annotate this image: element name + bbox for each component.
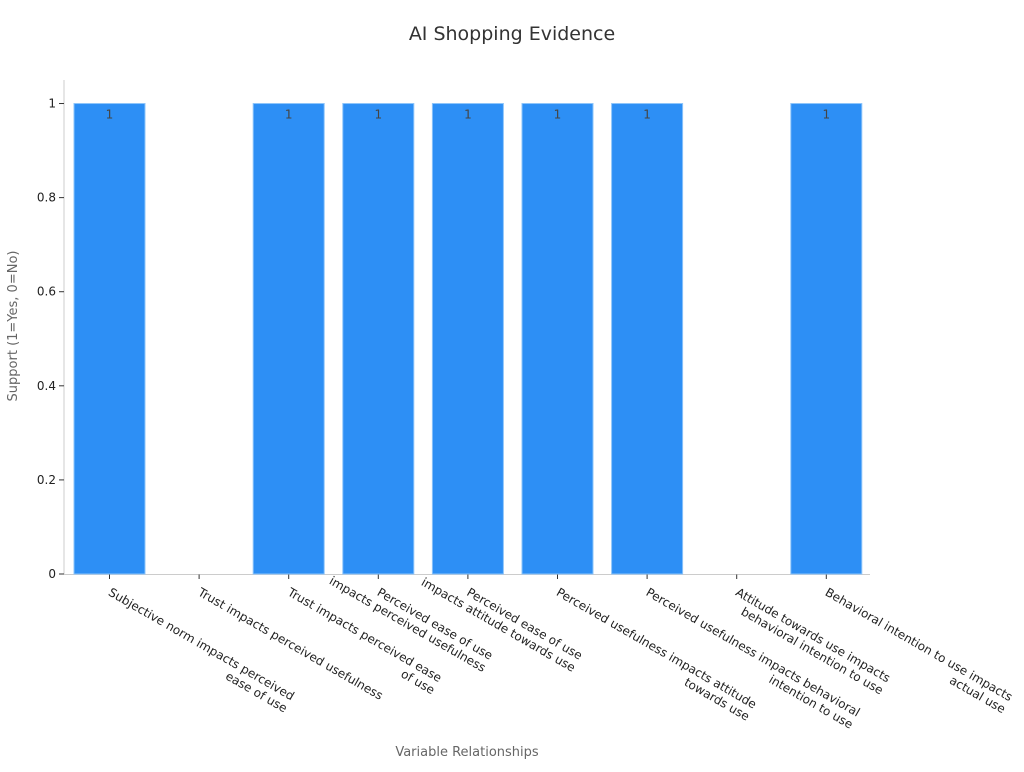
- bar-value-label: 1: [106, 108, 114, 122]
- chart-title: AI Shopping Evidence: [409, 23, 615, 45]
- bars: [73, 103, 863, 575]
- y-axis-label: Support (1=Yes, 0=No): [6, 251, 21, 402]
- y-tick-label: 0: [48, 567, 56, 581]
- bar-value-label: 1: [464, 108, 472, 122]
- y-tick-label: 0.6: [37, 285, 56, 299]
- bar-value-label: 1: [554, 108, 562, 122]
- x-tick-label-line: Behavioral intention to use impacts: [823, 585, 1015, 704]
- bar-value-label: 1: [285, 108, 293, 122]
- y-tick-label: 0.8: [37, 191, 56, 205]
- bar-value-label: 1: [374, 108, 382, 122]
- bar-value-label: 1: [643, 108, 651, 122]
- bar: [611, 103, 684, 575]
- bar: [252, 103, 325, 575]
- y-tick-label: 1: [48, 97, 56, 111]
- x-tick-label-line: Attitude towards use impacts: [733, 585, 893, 685]
- bar-value-labels: 1 1 1 1 1 1 1: [106, 108, 830, 122]
- y-tick-label: 0.4: [37, 379, 56, 393]
- bar: [521, 103, 594, 575]
- y-axis-ticks: 0 0.2 0.4 0.6 0.8 1: [37, 97, 64, 581]
- y-tick-label: 0.2: [37, 473, 56, 487]
- bar: [790, 103, 863, 575]
- x-tick-label-line: Subjective norm impacts perceived: [106, 585, 297, 703]
- x-axis-label: Variable Relationships: [395, 745, 539, 760]
- bar-value-label: 1: [822, 108, 830, 122]
- bar: [73, 103, 146, 575]
- bar: [342, 103, 415, 575]
- bar: [431, 103, 504, 575]
